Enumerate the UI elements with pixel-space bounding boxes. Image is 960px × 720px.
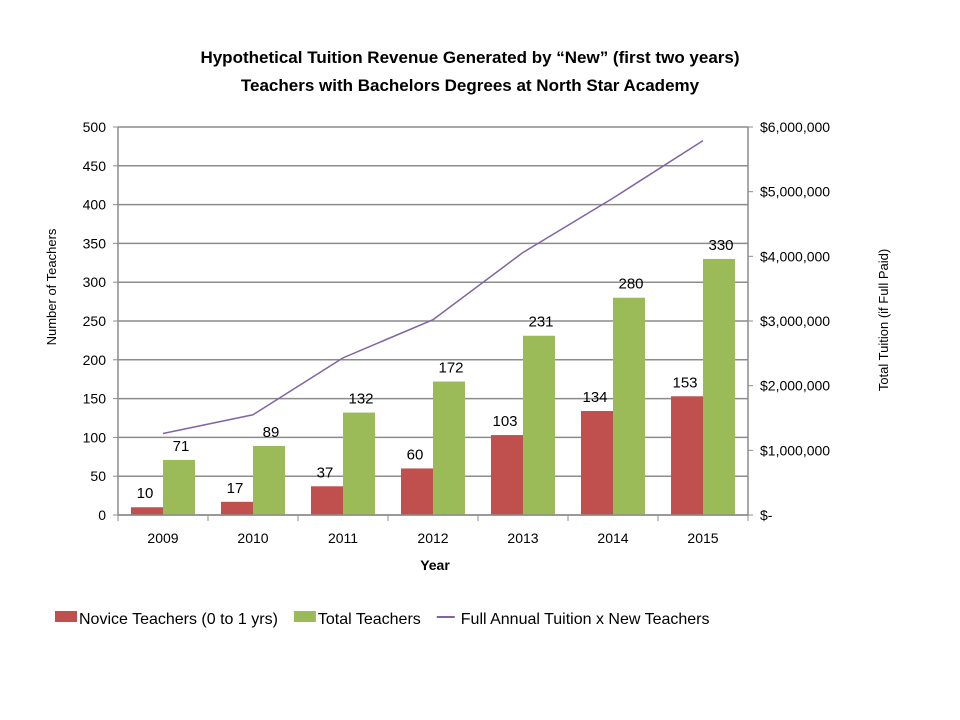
legend-label: Novice Teachers (0 to 1 yrs)	[79, 611, 278, 628]
bar-total	[433, 381, 465, 515]
data-label: 89	[263, 424, 280, 441]
legend-label: Full Annual Tuition x New Teachers	[461, 611, 710, 628]
y-tick-label: 400	[83, 197, 107, 213]
y2-tick-label: $2,000,000	[760, 378, 830, 394]
bar-total	[523, 335, 555, 515]
bar-total	[703, 258, 735, 515]
y-tick-label: 250	[83, 313, 107, 329]
y2-tick-label: $-	[760, 507, 773, 523]
data-label: 60	[407, 446, 424, 463]
y-tick-label: 350	[83, 235, 107, 251]
y-tick-label: 300	[83, 274, 107, 290]
tuition-line	[162, 139, 704, 435]
x-tick-label: 2015	[687, 530, 718, 546]
x-axis-label: Year	[420, 557, 450, 573]
y2-tick-label: $1,000,000	[760, 442, 830, 458]
y2-tick-label: $6,000,000	[760, 119, 830, 135]
bar-novice	[311, 486, 343, 515]
data-label: 134	[582, 389, 607, 406]
x-tick-label: 2013	[507, 530, 538, 546]
y-tick-label: 50	[90, 468, 106, 484]
y2-tick-label: $4,000,000	[760, 248, 830, 264]
bar-total	[163, 459, 195, 515]
legend-swatch	[293, 611, 316, 622]
x-tick-label: 2010	[237, 530, 268, 546]
bar-novice	[131, 507, 163, 515]
bar-novice	[221, 501, 253, 515]
bar-novice	[401, 468, 433, 515]
data-label: 153	[672, 374, 697, 391]
y2-tick-label: $5,000,000	[760, 184, 830, 200]
chart-title-line-2: Teachers with Bachelors Degrees at North…	[241, 76, 700, 95]
bar-novice	[581, 411, 613, 515]
bar-total	[343, 412, 375, 515]
data-label: 132	[348, 391, 373, 408]
bar-total	[613, 297, 645, 515]
y-axis-label: Number of Teachers	[44, 228, 59, 345]
x-tick-label: 2009	[147, 530, 178, 546]
y-tick-label: 500	[83, 119, 107, 135]
y-tick-label: 450	[83, 158, 107, 174]
data-label: 280	[618, 276, 643, 293]
y2-axis-label: Total Tuition (if Full Paid)	[876, 249, 891, 391]
data-label: 231	[528, 314, 553, 331]
legend: Novice Teachers (0 to 1 yrs) Total Teache…	[55, 611, 710, 628]
data-label: 71	[173, 438, 190, 455]
y-tick-label: 0	[98, 507, 106, 523]
x-tick-label: 2011	[328, 530, 358, 546]
chart-title-line-1: Hypothetical Tuition Revenue Generated b…	[200, 48, 739, 67]
bar-novice	[491, 435, 523, 515]
x-tick-label: 2012	[417, 530, 448, 546]
y-tick-label: 100	[83, 429, 107, 445]
bar-novice	[671, 396, 703, 515]
bar-total	[253, 445, 285, 515]
data-label: 103	[492, 413, 517, 430]
data-label: 37	[317, 464, 334, 481]
data-label: 330	[708, 237, 733, 254]
data-label: 17	[227, 480, 244, 497]
data-label: 10	[137, 485, 154, 502]
legend-label: Total Teachers	[318, 611, 421, 628]
y2-tick-label: $3,000,000	[760, 313, 830, 329]
data-label: 172	[438, 360, 463, 377]
y-tick-label: 150	[83, 391, 107, 407]
legend-swatch	[55, 611, 77, 622]
x-tick-label: 2014	[597, 530, 628, 546]
y-tick-label: 200	[83, 352, 107, 368]
